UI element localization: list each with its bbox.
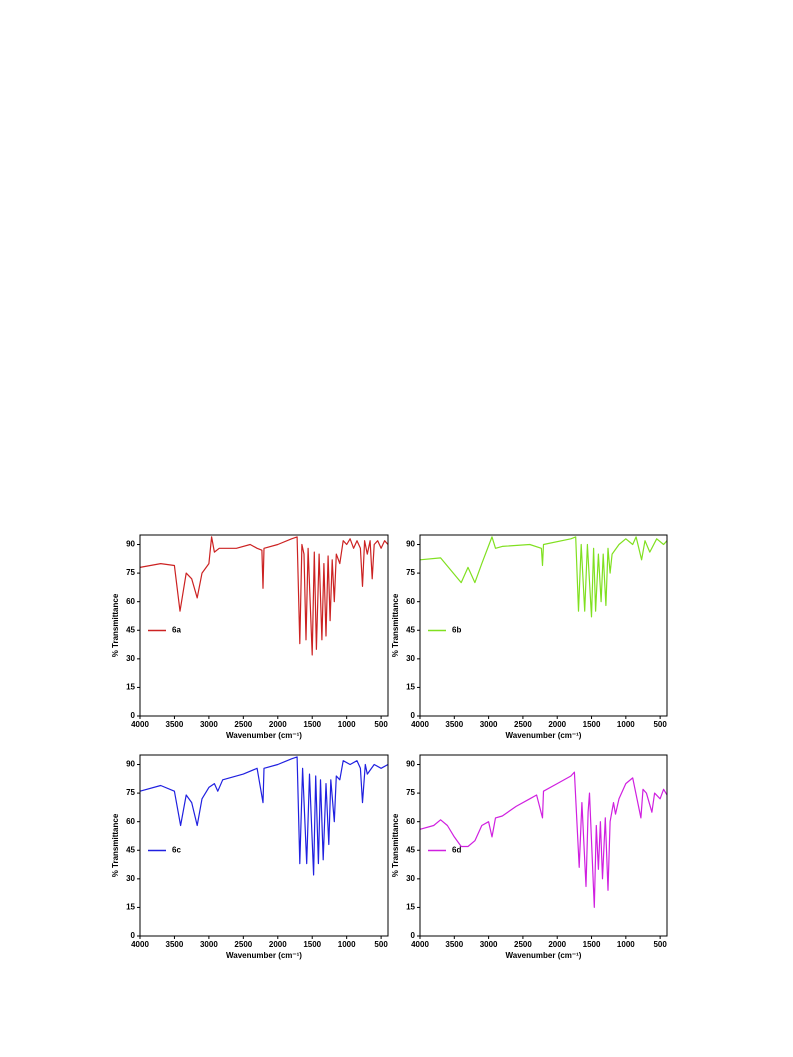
x-tick-label: 500 xyxy=(653,940,667,949)
y-tick-label: 90 xyxy=(406,760,415,769)
spectrum-line xyxy=(139,756,389,876)
x-tick-label: 1500 xyxy=(583,720,601,729)
x-tick-label: 1000 xyxy=(338,940,356,949)
plot-frame xyxy=(419,534,668,717)
plot-frame xyxy=(419,754,668,937)
x-tick-label: 4000 xyxy=(411,720,429,729)
y-tick-label: 15 xyxy=(406,903,415,912)
y-tick-label: 30 xyxy=(406,654,415,663)
x-tick-label: 3500 xyxy=(166,940,184,949)
x-axis-label: Wavenumber (cm⁻¹) xyxy=(226,731,302,740)
x-tick-label: 3500 xyxy=(445,720,463,729)
y-tick-label: 75 xyxy=(126,788,135,797)
x-tick-label: 1000 xyxy=(617,720,635,729)
y-axis-label: % Transmittance xyxy=(391,593,400,657)
y-tick-label: 60 xyxy=(126,597,135,606)
x-axis-label: Wavenumber (cm⁻¹) xyxy=(506,951,582,960)
x-tick-label: 3500 xyxy=(445,940,463,949)
x-tick-label: 500 xyxy=(374,720,388,729)
x-tick-label: 2500 xyxy=(234,720,252,729)
panel: 0 15 30 45 60 75 90 4000 3500 3000 2500 2000 1500 100… xyxy=(111,754,389,960)
x-tick-label: 500 xyxy=(653,720,667,729)
x-tick-label: 500 xyxy=(374,940,388,949)
x-tick-label: 3000 xyxy=(480,720,498,729)
x-tick-label: 1500 xyxy=(303,720,321,729)
x-tick-label: 3000 xyxy=(200,720,218,729)
spectrum-line xyxy=(419,771,668,908)
y-tick-label: 75 xyxy=(126,568,135,577)
y-tick-label: 75 xyxy=(406,568,415,577)
spectrum-line xyxy=(419,536,668,618)
x-tick-label: 2000 xyxy=(269,720,287,729)
legend-label: 6b xyxy=(452,626,461,635)
y-axis-label: % Transmittance xyxy=(391,813,400,877)
y-tick-label: 90 xyxy=(126,540,135,549)
x-tick-label: 3500 xyxy=(166,720,184,729)
x-axis-label: Wavenumber (cm⁻¹) xyxy=(226,951,302,960)
x-tick-label: 3000 xyxy=(200,940,218,949)
y-tick-label: 30 xyxy=(406,874,415,883)
x-tick-label: 2500 xyxy=(514,940,532,949)
y-tick-label: 90 xyxy=(126,760,135,769)
x-tick-label: 3000 xyxy=(480,940,498,949)
panel: 0 15 30 45 60 75 90 4000 3500 3000 2500 2000 1500 100… xyxy=(391,534,668,740)
x-tick-label: 1000 xyxy=(338,720,356,729)
y-tick-label: 90 xyxy=(406,540,415,549)
legend-label: 6a xyxy=(172,626,181,635)
y-tick-label: 0 xyxy=(131,931,136,940)
x-tick-label: 1500 xyxy=(303,940,321,949)
x-tick-label: 2500 xyxy=(234,940,252,949)
y-axis-label: % Transmittance xyxy=(111,813,120,877)
legend-label: 6c xyxy=(172,846,181,855)
y-tick-label: 75 xyxy=(406,788,415,797)
y-axis-label: % Transmittance xyxy=(111,593,120,657)
y-tick-label: 45 xyxy=(126,845,135,854)
y-tick-label: 15 xyxy=(406,683,415,692)
x-tick-label: 2500 xyxy=(514,720,532,729)
y-tick-label: 45 xyxy=(406,845,415,854)
y-tick-label: 0 xyxy=(411,711,416,720)
spectrum-line xyxy=(139,536,389,656)
plot-frame xyxy=(139,754,389,937)
x-tick-label: 1500 xyxy=(583,940,601,949)
x-tick-label: 4000 xyxy=(411,940,429,949)
y-tick-label: 0 xyxy=(131,711,136,720)
panel: 0 15 30 45 60 75 90 4000 3500 3000 2500 2000 1500 100… xyxy=(111,534,389,740)
x-tick-label: 4000 xyxy=(131,720,149,729)
y-tick-label: 0 xyxy=(411,931,416,940)
y-tick-label: 30 xyxy=(126,874,135,883)
x-tick-label: 2000 xyxy=(548,720,566,729)
x-tick-label: 2000 xyxy=(269,940,287,949)
x-tick-label: 2000 xyxy=(548,940,566,949)
y-tick-label: 15 xyxy=(126,903,135,912)
y-tick-label: 45 xyxy=(406,625,415,634)
plot-frame xyxy=(139,534,389,717)
legend-label: 6d xyxy=(452,846,461,855)
y-tick-label: 60 xyxy=(406,597,415,606)
y-tick-label: 30 xyxy=(126,654,135,663)
x-tick-label: 1000 xyxy=(617,940,635,949)
y-tick-label: 60 xyxy=(126,817,135,826)
x-axis-label: Wavenumber (cm⁻¹) xyxy=(506,731,582,740)
panel: 0 15 30 45 60 75 90 4000 3500 3000 2500 2000 1500 100… xyxy=(391,754,668,960)
y-tick-label: 45 xyxy=(126,625,135,634)
y-tick-label: 60 xyxy=(406,817,415,826)
x-tick-label: 4000 xyxy=(131,940,149,949)
y-tick-label: 15 xyxy=(126,683,135,692)
